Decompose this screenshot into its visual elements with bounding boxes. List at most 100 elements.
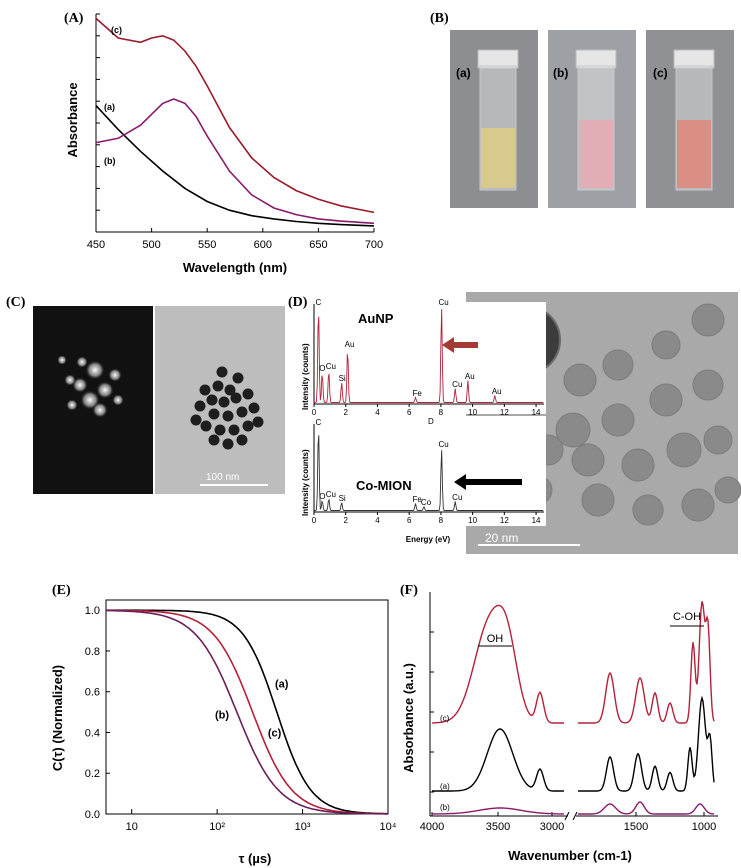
nanoparticle <box>252 416 264 428</box>
eds-tick-label: 10 <box>468 516 477 525</box>
eds-tick-label: 0 <box>312 516 317 525</box>
arrow-aunp <box>442 337 478 353</box>
series-label-b: (b) <box>104 156 116 166</box>
series-label: (b) <box>215 709 229 721</box>
ftir-trace-c-left <box>432 604 564 724</box>
mion-particle <box>602 349 634 381</box>
ftir-trace-b-right <box>578 801 715 815</box>
eds-peak-label: Cu <box>439 440 449 449</box>
fluorescent-spot <box>72 377 88 393</box>
eds-tick-label: 8 <box>439 516 444 525</box>
nanoparticle <box>228 424 240 436</box>
x-tick-label: 10 <box>126 821 138 833</box>
series-label: (a) <box>440 782 450 791</box>
x-tick-label: 10³ <box>295 821 311 833</box>
series-line <box>106 609 388 815</box>
vial-a-liquid <box>481 128 515 188</box>
series-line-b <box>95 98 375 225</box>
vial-c: (c) <box>646 30 734 208</box>
x-tick-label: 10⁴ <box>380 821 397 833</box>
eds-tick-label: 14 <box>532 408 541 417</box>
eds-tick-label: 8 <box>439 408 444 417</box>
series-label: (c) <box>440 714 450 723</box>
y-tick-label: 0.2 <box>85 768 100 780</box>
series-label-a: (a) <box>104 102 115 112</box>
eds-tick-label: 14 <box>532 516 541 525</box>
eds-trace <box>313 435 544 511</box>
series-label: (b) <box>440 803 450 812</box>
eds-trace <box>313 309 544 403</box>
eds-peak-label: Au <box>492 387 502 396</box>
x-tick-label: 700 <box>365 239 383 251</box>
eds-peak-label: Si <box>339 374 346 383</box>
panel-a-absorbance-chart: (A) 450 500 550 600 650 700 Wavelength (nm) A… <box>64 11 383 275</box>
eds-marker-d: D <box>428 417 434 426</box>
axis-break <box>564 811 578 821</box>
panel-e-correlation-chart: (E) 0.0 0.2 0.4 0.6 0.8 1.0 10 10² 10³ 10⁴ (a) (c) (… <box>50 583 397 866</box>
mion-particle <box>714 476 741 504</box>
eds-peak-label: Au <box>345 340 355 349</box>
fluorescent-spot <box>108 368 122 382</box>
nanoparticle <box>236 434 248 446</box>
mion-particle <box>563 363 597 397</box>
panel-a-ylabel: Absorbance <box>65 82 80 157</box>
eds-tick-label: 2 <box>343 516 348 525</box>
panel-f-ftir-chart: (F) 4000 3500 3000 1500 1000(c)(a)(b)OHC-OH … <box>400 583 718 863</box>
panel-f-label: (F) <box>400 583 418 598</box>
scale-bar-20nm: 20 nm <box>485 531 518 545</box>
x-tick-label: 500 <box>142 239 160 251</box>
nanoparticle <box>216 366 228 378</box>
nanoparticle <box>224 384 236 396</box>
panel-a-xlabel: Wavelength (nm) <box>183 260 287 275</box>
nanoparticle <box>222 438 234 450</box>
plot-frame <box>105 599 389 815</box>
eds-peak-label: Fe <box>413 495 423 504</box>
nanoparticle <box>214 424 226 436</box>
x-tick-label: 1000 <box>692 821 716 833</box>
eds-peak-label: Cu <box>452 380 462 389</box>
nanoparticle <box>199 384 211 396</box>
eds-tick-label: 4 <box>375 516 380 525</box>
x-tick-label: 550 <box>198 239 216 251</box>
y-tick-label: 0.8 <box>85 646 100 658</box>
eds-peak-label: Cu <box>326 362 336 371</box>
panel-f-xlabel: Wavenumber (cm-1) <box>508 848 632 863</box>
series-line-c <box>95 17 375 214</box>
ftir-trace-a-right <box>578 695 715 792</box>
nanoparticle <box>242 420 254 432</box>
mion-particle <box>621 448 655 482</box>
series-label: (c) <box>268 728 282 740</box>
nanoparticle <box>212 380 224 392</box>
eds-peak-label: Cu <box>326 490 336 499</box>
eds-peak-label: Cu <box>439 298 449 307</box>
ftir-trace-b-left <box>432 807 564 815</box>
x-tick-label: 650 <box>309 239 327 251</box>
arrow-comion <box>454 474 522 490</box>
mion-particle <box>632 494 664 526</box>
panel-a-label: (A) <box>64 11 84 26</box>
mion-particle <box>571 443 605 477</box>
series-label-c: (c) <box>111 25 122 35</box>
vial-b: (b) <box>548 30 636 208</box>
panel-e-xlabel: τ (µs) <box>239 851 272 866</box>
vial-c-liquid <box>677 120 711 188</box>
y-tick-label: 1.0 <box>85 605 100 617</box>
nanoparticle <box>218 396 230 408</box>
eds-peak-label: Co <box>421 498 432 507</box>
nanoparticle <box>200 420 212 432</box>
eds-peak-label: Fe <box>413 389 423 398</box>
mion-particle <box>703 425 733 455</box>
scale-bar-100nm: 100 nm <box>206 472 239 483</box>
mion-particle <box>555 412 591 448</box>
eds-peak-label: Si <box>339 494 346 503</box>
panel-b-label: (B) <box>430 11 449 26</box>
x-tick-label: 450 <box>87 239 105 251</box>
eds-tick-label: 10 <box>468 408 477 417</box>
eds-tick-label: 12 <box>500 408 509 417</box>
nanoparticle <box>208 408 220 420</box>
nanoparticle <box>222 410 234 422</box>
nanoparticle <box>236 406 248 418</box>
eds-peak-label: C <box>315 298 321 307</box>
